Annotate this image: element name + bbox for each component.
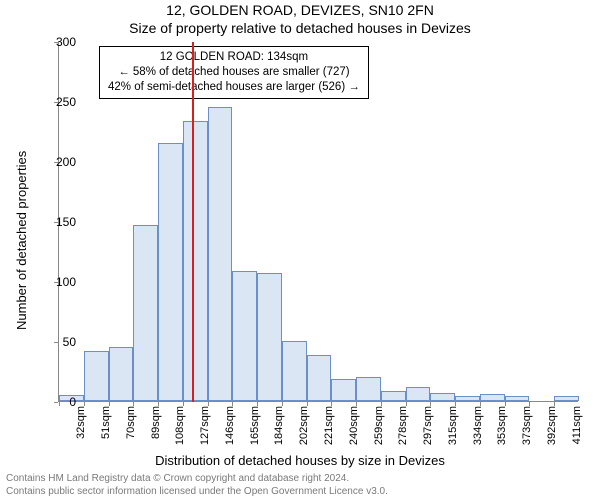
x-tick-mark <box>307 402 308 406</box>
y-tick-mark <box>54 102 58 103</box>
x-tick-mark <box>430 402 431 406</box>
x-tick-mark <box>381 402 382 406</box>
annotation-line1: 12 GOLDEN ROAD: 134sqm <box>108 50 360 65</box>
x-tick-mark <box>257 402 258 406</box>
x-tick-mark <box>356 402 357 406</box>
x-tick-label: 89sqm <box>150 406 162 439</box>
y-tick-mark <box>54 222 58 223</box>
chart-title-address: 12, GOLDEN ROAD, DEVIZES, SN10 2FN <box>0 2 600 18</box>
x-tick-label: 411sqm <box>571 406 583 444</box>
x-tick-label: 32sqm <box>75 406 87 439</box>
x-tick-mark <box>505 402 506 406</box>
x-tick-mark <box>480 402 481 406</box>
histogram-bar <box>84 351 109 401</box>
x-tick-mark <box>133 402 134 406</box>
y-tick-label: 50 <box>46 335 76 349</box>
x-tick-label: 373sqm <box>521 406 533 445</box>
x-tick-mark <box>282 402 283 406</box>
y-tick-mark <box>54 162 58 163</box>
chart-title-description: Size of property relative to detached ho… <box>0 20 600 36</box>
annotation-box: 12 GOLDEN ROAD: 134sqm ← 58% of detached… <box>99 46 369 99</box>
x-tick-mark <box>208 402 209 406</box>
x-tick-mark <box>109 402 110 406</box>
x-tick-label: 51sqm <box>100 406 112 439</box>
histogram-bar <box>406 387 431 401</box>
x-tick-mark <box>455 402 456 406</box>
histogram-bar <box>257 273 282 401</box>
y-tick-mark <box>54 402 58 403</box>
histogram-bar <box>109 347 134 401</box>
y-tick-label: 250 <box>46 95 76 109</box>
histogram-bar <box>554 396 579 401</box>
y-tick-mark <box>54 282 58 283</box>
y-tick-label: 300 <box>46 35 76 49</box>
plot-area: 12 GOLDEN ROAD: 134sqm ← 58% of detached… <box>58 42 578 402</box>
y-tick-label: 200 <box>46 155 76 169</box>
histogram-bar <box>505 396 530 401</box>
y-tick-label: 0 <box>46 395 76 409</box>
histogram-bar <box>430 393 455 401</box>
x-tick-label: 353sqm <box>496 406 508 445</box>
x-tick-mark <box>84 402 85 406</box>
x-tick-label: 127sqm <box>199 406 211 445</box>
x-tick-mark <box>331 402 332 406</box>
x-tick-label: 334sqm <box>472 406 484 445</box>
x-tick-mark <box>406 402 407 406</box>
x-tick-label: 184sqm <box>273 406 285 445</box>
x-tick-mark <box>232 402 233 406</box>
attribution-line1: Contains HM Land Registry data © Crown c… <box>6 473 388 486</box>
y-tick-label: 100 <box>46 275 76 289</box>
attribution-line2: Contains public sector information licen… <box>6 486 388 499</box>
x-tick-label: 392sqm <box>546 406 558 445</box>
x-tick-mark <box>183 402 184 406</box>
histogram-bar <box>183 121 208 401</box>
y-tick-mark <box>54 342 58 343</box>
histogram-bar <box>331 379 356 401</box>
x-tick-label: 70sqm <box>125 406 137 439</box>
histogram-bar <box>282 341 307 401</box>
histogram-bar <box>480 394 505 401</box>
x-tick-label: 240sqm <box>348 406 360 445</box>
histogram-bar <box>455 396 480 401</box>
histogram-bar <box>208 107 233 401</box>
histogram-bar <box>356 377 381 401</box>
x-tick-label: 315sqm <box>447 406 459 445</box>
histogram-bar <box>307 355 332 401</box>
x-tick-label: 259sqm <box>373 406 385 445</box>
annotation-line3: 42% of semi-detached houses are larger (… <box>108 80 360 95</box>
x-tick-label: 146sqm <box>224 406 236 445</box>
x-tick-mark <box>529 402 530 406</box>
x-tick-label: 108sqm <box>174 406 186 445</box>
x-tick-mark <box>158 402 159 406</box>
histogram-bar <box>381 391 406 401</box>
x-tick-label: 221sqm <box>323 406 335 445</box>
y-tick-label: 150 <box>46 215 76 229</box>
attribution-text: Contains HM Land Registry data © Crown c… <box>6 473 388 498</box>
x-axis-label: Distribution of detached houses by size … <box>0 453 600 468</box>
reference-line <box>192 42 194 402</box>
x-tick-mark <box>554 402 555 406</box>
histogram-bar <box>158 143 183 401</box>
x-tick-label: 202sqm <box>298 406 310 445</box>
x-tick-label: 165sqm <box>249 406 261 445</box>
histogram-bar <box>232 271 257 401</box>
histogram-bar <box>133 225 158 401</box>
annotation-line2: ← 58% of detached houses are smaller (72… <box>108 65 360 80</box>
x-tick-label: 297sqm <box>422 406 434 445</box>
y-tick-mark <box>54 42 58 43</box>
y-axis-label: Number of detached properties <box>14 151 29 330</box>
chart-container: 12, GOLDEN ROAD, DEVIZES, SN10 2FN Size … <box>0 0 600 500</box>
x-tick-label: 278sqm <box>397 406 409 445</box>
